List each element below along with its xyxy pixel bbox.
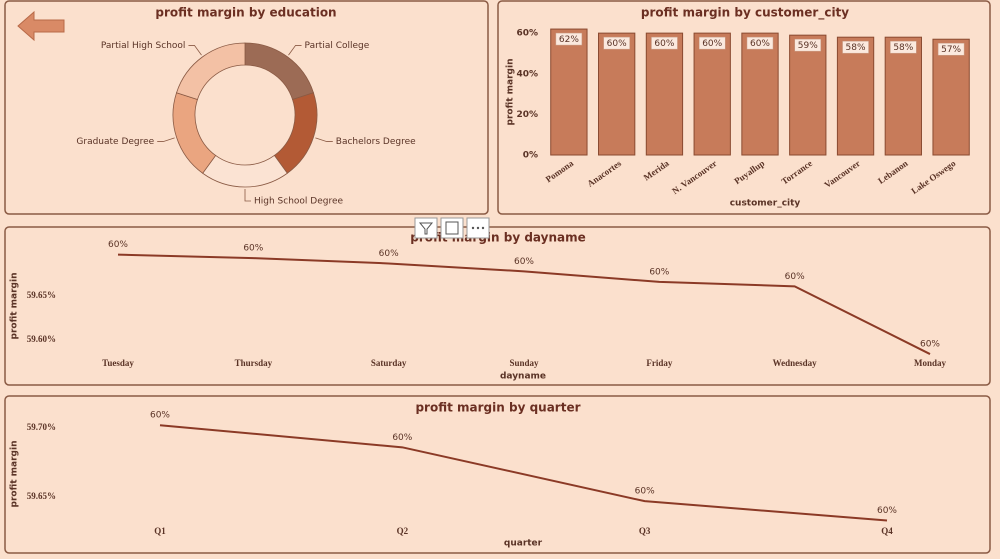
value-label: 58% <box>846 43 866 53</box>
x-tick-label: Wednesday <box>773 358 818 368</box>
slice-label: High School Degree <box>254 197 344 207</box>
y-tick-label: 59.65% <box>27 290 56 300</box>
bar <box>932 38 970 156</box>
dot <box>476 226 480 230</box>
slice-label: Graduate Degree <box>76 137 154 147</box>
chart-title: profit margin by customer_city <box>641 6 849 21</box>
y-axis-title: profit margin <box>506 59 516 126</box>
dot <box>481 226 485 230</box>
bar <box>884 36 922 156</box>
donut-slice <box>176 42 246 101</box>
value-label: 62% <box>559 35 579 45</box>
value-label: 58% <box>893 43 913 53</box>
value-label: 60% <box>920 340 940 350</box>
value-label: 60% <box>877 506 897 516</box>
value-label-box <box>603 36 630 50</box>
line <box>117 253 931 355</box>
value-label: 60% <box>635 487 655 497</box>
value-label-box <box>651 36 678 50</box>
y-tick-label: 60% <box>516 29 538 39</box>
slice-label: Partial High School <box>101 41 186 51</box>
x-axis-title: quarter <box>504 539 543 549</box>
value-label-box <box>746 36 774 50</box>
y-tick-label: 59.70% <box>27 422 56 432</box>
value-label-box <box>937 42 965 56</box>
value-label: 60% <box>243 244 263 254</box>
dot <box>471 226 475 230</box>
bar <box>550 28 588 156</box>
value-label: 60% <box>150 411 170 421</box>
filter-icon[interactable] <box>414 217 438 239</box>
y-tick-label: 59.65% <box>27 491 56 501</box>
bar <box>598 32 636 156</box>
value-label: 57% <box>941 45 961 55</box>
line <box>159 424 888 522</box>
x-tick-label: Sunday <box>509 358 539 368</box>
leader-line <box>315 137 333 142</box>
y-tick-label: 20% <box>516 110 538 120</box>
value-label: 59% <box>798 41 818 51</box>
bar <box>645 32 684 156</box>
slice-label: Partial College <box>305 41 370 51</box>
value-label: 60% <box>785 272 805 282</box>
x-axis-title: dayname <box>500 372 546 382</box>
value-label: 60% <box>654 39 674 49</box>
slice-label: Bachelors Degree <box>336 137 416 147</box>
x-tick-label: Friday <box>646 358 672 368</box>
bar <box>836 36 875 156</box>
value-label: 60% <box>514 257 534 267</box>
leader-line <box>288 45 302 56</box>
value-label: 60% <box>379 249 399 259</box>
y-axis-title: profit margin <box>10 441 20 508</box>
panel <box>4 0 489 215</box>
value-label-box <box>890 40 917 54</box>
value-label: 60% <box>108 240 128 250</box>
value-label: 60% <box>750 39 770 49</box>
x-tick-label: Q2 <box>397 526 409 536</box>
y-tick-label: 40% <box>516 69 538 79</box>
y-tick-label: 0% <box>523 151 538 161</box>
bar <box>693 32 731 156</box>
y-tick-label: 59.60% <box>27 334 56 344</box>
y-axis-title: profit margin <box>10 273 20 340</box>
panel <box>4 226 991 386</box>
value-label: 60% <box>392 433 412 443</box>
x-tick-label: Q3 <box>639 526 651 536</box>
chart-title: profit margin by quarter <box>415 401 580 415</box>
chart-title: profit margin by education <box>155 6 336 20</box>
x-tick-label: Q1 <box>154 526 166 536</box>
value-label-box <box>794 38 822 52</box>
bar <box>789 34 827 156</box>
x-axis-title: customer_city <box>730 199 801 209</box>
x-tick-label: Monday <box>914 358 947 368</box>
x-tick-label: Q4 <box>881 526 893 536</box>
value-label-box <box>842 40 869 54</box>
back-button[interactable] <box>17 10 65 42</box>
value-label-box <box>555 32 583 46</box>
bar <box>741 32 779 156</box>
value-label-box <box>698 36 726 50</box>
focus-glyph <box>445 221 459 235</box>
x-tick-label: Thursday <box>235 358 273 368</box>
x-tick-label: Tuesday <box>102 358 134 368</box>
leader-line <box>157 137 175 142</box>
leader-line <box>244 189 251 202</box>
value-label: 60% <box>702 39 722 49</box>
x-tick-label: Saturday <box>371 358 407 368</box>
filter-glyph <box>418 222 434 235</box>
focus-icon[interactable] <box>440 217 464 239</box>
visual-header <box>414 217 490 239</box>
leader-line <box>188 45 202 56</box>
value-label: 60% <box>607 39 627 49</box>
panel <box>4 395 991 554</box>
value-label: 60% <box>649 267 669 277</box>
